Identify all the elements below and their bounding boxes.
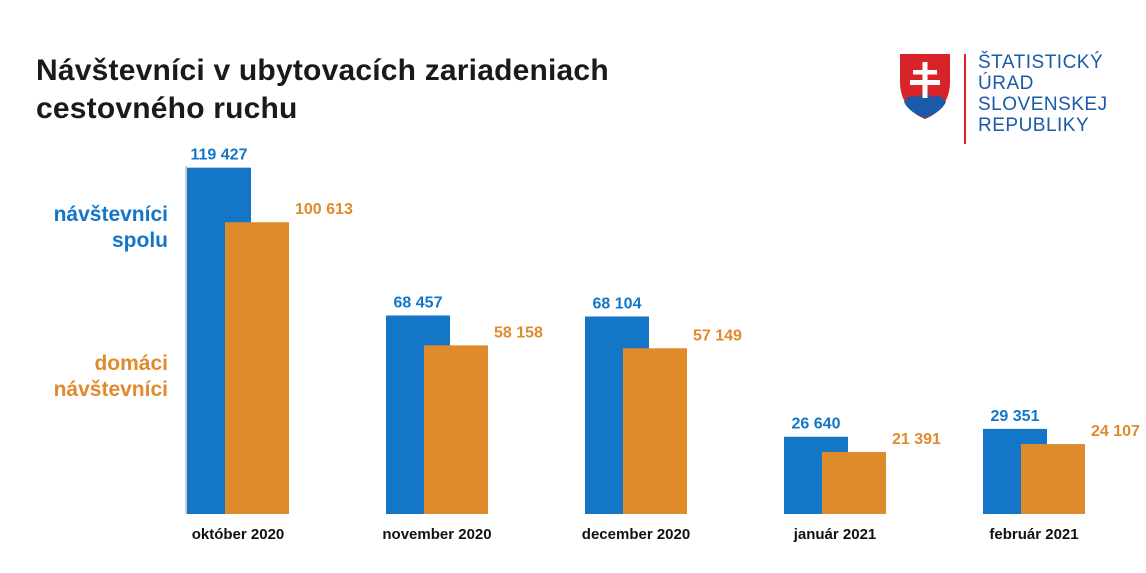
logo-text-line3: SLOVENSKEJ [978, 94, 1108, 115]
logo-text-line1: ŠTATISTICKÝ [978, 52, 1104, 73]
chart-title-line1: Návštevníci v ubytovacích zariadeniach [36, 54, 609, 87]
data-label-domestic-1: 58 158 [494, 324, 543, 341]
legend-total: návštevníci spolu [28, 202, 168, 254]
data-label-domestic-4: 24 107 [1091, 423, 1140, 440]
data-label-domestic-3: 21 391 [892, 431, 941, 448]
data-label-total-3: 26 640 [792, 416, 841, 433]
sosr-logo: ŠTATISTICKÝ ÚRAD SLOVENSKEJ REPUBLIKY [898, 52, 1138, 152]
slovak-coat-of-arms-icon [900, 54, 950, 119]
category-label-1: november 2020 [382, 526, 491, 543]
data-label-domestic-2: 57 149 [693, 327, 742, 344]
legend-total-line2: spolu [112, 229, 168, 252]
category-label-4: február 2021 [989, 526, 1078, 543]
chart-title-line2: cestovného ruchu [36, 92, 298, 125]
bar-domestic-2 [623, 348, 687, 514]
category-label-2: december 2020 [582, 526, 690, 543]
data-label-domestic-0: 100 613 [295, 201, 353, 218]
logo-text: ŠTATISTICKÝ ÚRAD SLOVENSKEJ REPUBLIKY [978, 52, 1108, 136]
data-label-total-1: 68 457 [394, 294, 443, 311]
category-label-0: október 2020 [192, 526, 285, 543]
legend-domestic-line1: domáci [94, 352, 168, 375]
data-label-total-0: 119 427 [191, 147, 248, 164]
bar-domestic-0 [225, 222, 289, 515]
logo-text-line4: REPUBLIKY [978, 115, 1090, 136]
legend-domestic: domáci návštevníci [28, 351, 168, 403]
chart-title: Návštevníci v ubytovacích zariadeniach c… [36, 52, 736, 128]
legend-total-line1: návštevníci [53, 203, 168, 226]
legend-domestic-line2: návštevníci [53, 378, 168, 401]
logo-divider [964, 54, 966, 144]
bar-domestic-3 [822, 451, 886, 514]
data-label-total-4: 29 351 [991, 408, 1040, 425]
data-label-total-2: 68 104 [593, 295, 642, 312]
logo-text-line2: ÚRAD [978, 73, 1034, 94]
bar-domestic-1 [424, 345, 488, 514]
bar-domestic-4 [1021, 444, 1085, 514]
category-label-3: január 2021 [793, 526, 877, 543]
